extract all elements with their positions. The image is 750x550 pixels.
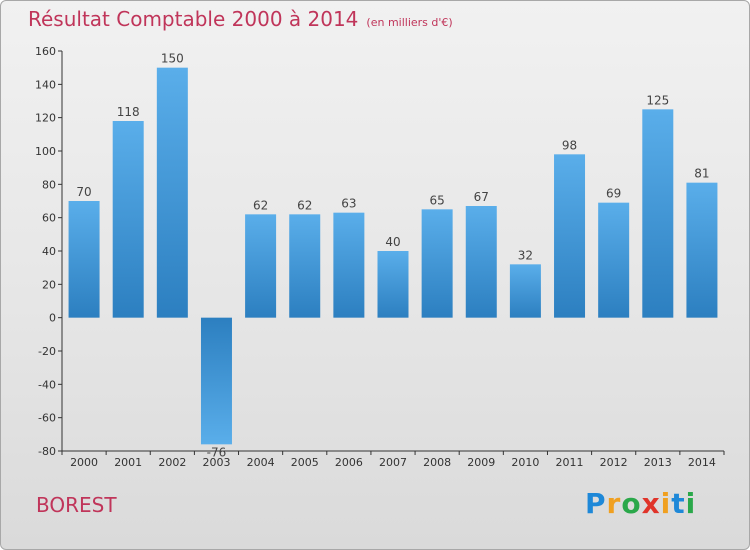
bar-2010 <box>509 264 541 318</box>
x-tick-label: 2001 <box>114 456 142 469</box>
chart-title: Résultat Comptable 2000 à 2014 (en millie… <box>28 7 453 31</box>
bar-2000 <box>68 201 100 318</box>
y-tick-label: 20 <box>42 278 56 291</box>
data-label-2012: 69 <box>606 187 621 201</box>
bar-2007 <box>377 251 409 318</box>
logo-letter: P <box>585 487 607 520</box>
y-tick-label: 80 <box>42 178 56 191</box>
bar-2006 <box>333 212 365 318</box>
x-tick-label: 2002 <box>158 456 186 469</box>
data-label-2000: 70 <box>76 185 91 199</box>
data-label-2009: 67 <box>474 190 489 204</box>
data-label-2003: -76 <box>207 445 227 459</box>
bar-2008 <box>421 209 453 318</box>
data-label-2013: 125 <box>646 93 669 107</box>
y-tick-label: -40 <box>38 378 56 391</box>
data-label-2007: 40 <box>385 235 400 249</box>
chart-title-text: Résultat Comptable 2000 à 2014 <box>28 7 359 31</box>
x-tick-label: 2013 <box>644 456 672 469</box>
axes: 160 140 120 100 80 60 40 20 0 -20 -40 -60 -80 2000 200… <box>35 45 725 469</box>
bar-2004 <box>245 214 277 318</box>
bar-2005 <box>289 214 321 318</box>
y-tick-label: 160 <box>35 45 56 58</box>
chart-unit: (en milliers d'€) <box>366 16 453 29</box>
logo-letter: r <box>606 487 622 520</box>
data-label-2004: 62 <box>253 198 268 212</box>
y-tick-label: 100 <box>35 145 56 158</box>
y-tick-label: 120 <box>35 112 56 125</box>
commune-name: BOREST <box>36 493 117 517</box>
data-label-2005: 62 <box>297 198 312 212</box>
y-tick-label: 60 <box>42 212 56 225</box>
data-label-2008: 65 <box>429 193 444 207</box>
x-tick-label: 2000 <box>70 456 98 469</box>
x-tick-label: 2008 <box>423 456 451 469</box>
y-tick-label: -80 <box>38 445 56 458</box>
y-tick-label: -60 <box>38 412 56 425</box>
logo-letter: i <box>685 487 697 520</box>
x-tick-label: 2006 <box>335 456 363 469</box>
bar-2001 <box>112 121 144 318</box>
bar-2009 <box>465 206 497 318</box>
logo-letter: i <box>660 487 672 520</box>
data-label-2001: 118 <box>117 105 140 119</box>
bar-2014 <box>686 182 718 318</box>
x-tick-label: 2004 <box>247 456 275 469</box>
x-tick-label: 2010 <box>511 456 539 469</box>
data-label-2011: 98 <box>562 138 577 152</box>
data-labels: 70 118 150 -76 62 62 63 40 65 67 32 98 69 125 81 <box>76 52 709 460</box>
logo-letter: o <box>621 487 642 520</box>
x-tick-label: 2011 <box>556 456 584 469</box>
x-tick-label: 2009 <box>467 456 495 469</box>
x-tick-label: 2005 <box>291 456 319 469</box>
x-tick-label: 2014 <box>688 456 716 469</box>
x-tick-label: 2007 <box>379 456 407 469</box>
x-tick-label: 2003 <box>202 456 230 469</box>
bar-2012 <box>598 202 630 318</box>
y-tick-label: 0 <box>49 312 56 325</box>
logo-letter: t <box>671 487 686 520</box>
data-label-2002: 150 <box>161 52 184 66</box>
bar-2013 <box>642 109 674 318</box>
data-label-2010: 32 <box>518 248 533 262</box>
bars <box>68 67 718 445</box>
y-tick-label: 140 <box>35 78 56 91</box>
bar-2003 <box>200 317 232 445</box>
y-tick-label: -20 <box>38 345 56 358</box>
bar-2011 <box>554 154 586 318</box>
data-label-2006: 63 <box>341 197 356 211</box>
data-label-2014: 81 <box>694 167 709 181</box>
y-tick-label: 40 <box>42 245 56 258</box>
proxiti-logo: Proxiti <box>585 487 696 520</box>
logo-letter: x <box>641 487 661 520</box>
x-tick-label: 2012 <box>600 456 628 469</box>
bar-2002 <box>156 67 188 318</box>
